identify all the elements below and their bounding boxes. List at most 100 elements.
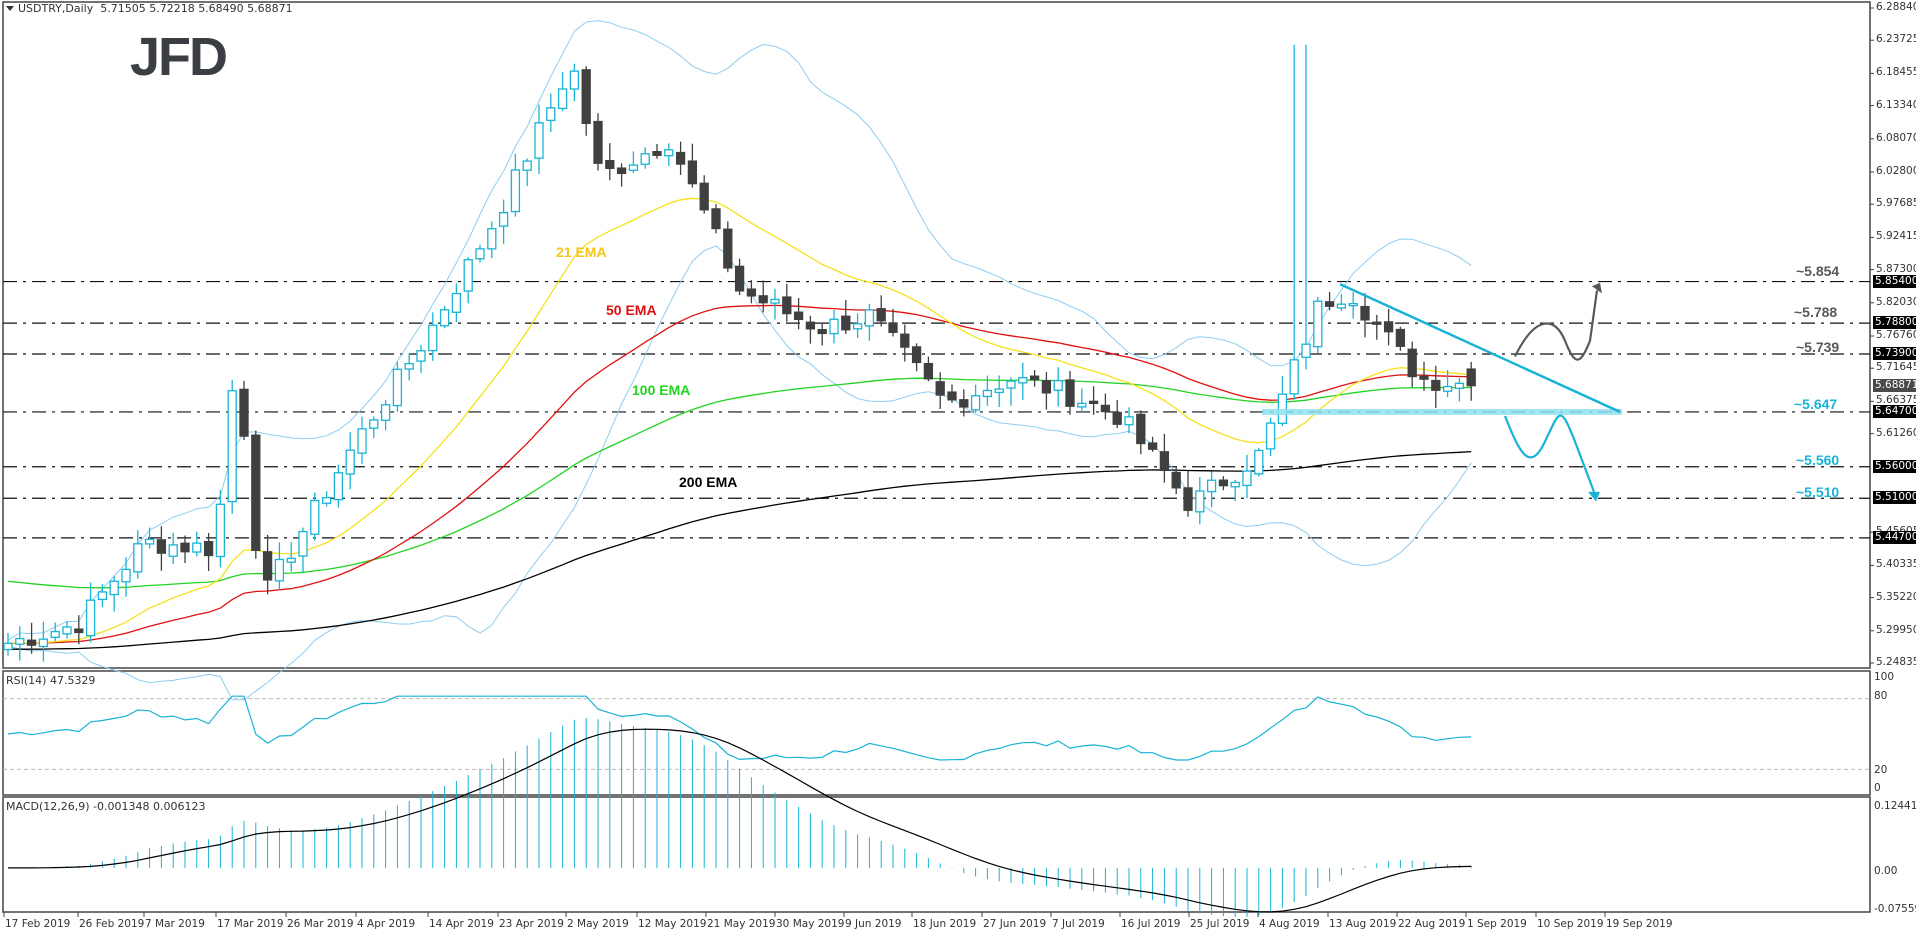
support-zone-band xyxy=(1262,408,1622,415)
bullish-candle xyxy=(569,70,580,90)
bullish-candle xyxy=(1018,377,1028,384)
bearish-scenario-arrow xyxy=(1503,414,1596,493)
bullish-candle xyxy=(369,419,379,429)
price-axis-label: 5.66375 xyxy=(1876,394,1916,407)
bullish-candle xyxy=(1053,379,1063,391)
bullish-candle xyxy=(1077,402,1087,408)
bearish-candle xyxy=(900,333,910,348)
bullish-candle xyxy=(1206,479,1217,493)
bearish-candle xyxy=(947,391,957,401)
price-box-l5447: 5.44700 xyxy=(1873,530,1916,544)
price-axis-label: 5.24835 xyxy=(1876,656,1916,668)
bearish-candle xyxy=(1218,479,1229,487)
bearish-candle xyxy=(817,329,827,335)
date-axis-label: 2 May 2019 xyxy=(567,918,629,930)
bearish-candle xyxy=(652,151,662,156)
bearish-candle xyxy=(1100,404,1111,413)
ema200-label: 200 EMA xyxy=(679,474,738,490)
date-axis-label: 27 Jun 2019 xyxy=(983,918,1047,930)
price-axis-label: 5.61260 xyxy=(1876,426,1916,439)
date-axis-label: 16 Jul 2019 xyxy=(1121,918,1181,930)
bullish-candle xyxy=(416,350,426,362)
bearish-candle xyxy=(935,381,945,396)
bullish-arrowhead-icon xyxy=(1592,282,1602,294)
bullish-candle xyxy=(864,309,875,327)
price-panel-frame xyxy=(2,1,1871,669)
bullish-candle xyxy=(85,599,96,637)
bullish-candle xyxy=(404,362,414,370)
bearish-candle xyxy=(616,167,627,175)
date-axis-label: 14 Apr 2019 xyxy=(429,918,494,930)
bullish-candle xyxy=(1124,416,1134,426)
bearish-candle xyxy=(1065,379,1075,407)
bearish-candle xyxy=(593,120,603,164)
bearish-candle xyxy=(581,69,591,124)
price-axis-label: 5.92415 xyxy=(1876,230,1916,243)
bollinger-upper-band xyxy=(7,20,1472,641)
bearish-candle xyxy=(1041,380,1052,394)
bullish-candle xyxy=(215,503,226,558)
bearish-candle xyxy=(675,151,686,165)
bullish-candle xyxy=(345,449,355,475)
bullish-candle xyxy=(1242,470,1252,487)
level-label-5854: ~5.854 xyxy=(1796,263,1840,279)
bearish-candle xyxy=(1029,375,1040,381)
price-axis-label: 5.71645 xyxy=(1876,361,1916,374)
bullish-candle xyxy=(852,323,863,330)
bullish-candle xyxy=(97,591,108,601)
level-label-5739: ~5.739 xyxy=(1796,339,1840,355)
date-axis-label: 9 Jun 2019 xyxy=(845,918,902,930)
date-axis-label: 17 Mar 2019 xyxy=(217,918,284,930)
bullish-candle xyxy=(192,542,202,553)
macd-panel-frame xyxy=(2,796,1871,913)
price-box-l5854: 5.85400 xyxy=(1873,274,1916,288)
price-axis-label: 5.40335 xyxy=(1876,558,1916,571)
bullish-candle xyxy=(50,630,60,638)
bullish-candle xyxy=(144,538,155,545)
bullish-candle xyxy=(333,472,344,501)
ohlc-values: 5.71505 5.72218 5.68490 5.68871 xyxy=(100,2,293,15)
date-axis-label: 22 Aug 2019 xyxy=(1398,918,1466,930)
bullish-candle xyxy=(321,496,332,504)
bearish-candle xyxy=(1324,301,1335,307)
bullish-candle xyxy=(168,544,178,557)
rsi-line xyxy=(7,695,1472,761)
bullish-candle xyxy=(451,292,462,313)
price-axis-label: 6.18455 xyxy=(1876,66,1916,79)
bearish-candle xyxy=(1407,348,1417,378)
bullish-candle xyxy=(534,122,544,159)
collapse-triangle-icon[interactable] xyxy=(6,6,14,11)
bullish-candle xyxy=(1265,422,1276,450)
bearish-candle xyxy=(782,296,792,315)
date-axis-label: 4 Apr 2019 xyxy=(357,918,416,930)
bearish-candle xyxy=(1431,379,1441,391)
bullish-candle xyxy=(133,543,143,573)
ema21-label: 21 EMA xyxy=(556,244,607,260)
bullish-candle xyxy=(310,499,320,535)
bullish-candle xyxy=(62,626,72,635)
bullish-candle xyxy=(1442,385,1453,392)
price-box-l5510: 5.51000 xyxy=(1873,491,1916,505)
bearish-candle xyxy=(746,288,757,297)
macd-axis-bottom: -0.075594 xyxy=(1874,903,1916,915)
price-axis-label: 5.87300 xyxy=(1876,262,1916,275)
bullish-candle xyxy=(439,309,450,327)
date-axis-label: 10 Sep 2019 xyxy=(1537,918,1604,930)
bearish-candle xyxy=(1360,305,1370,321)
bearish-candle xyxy=(74,628,84,634)
ema100-line xyxy=(7,377,1472,589)
ema50-line xyxy=(7,304,1472,644)
bullish-candle xyxy=(1277,393,1288,424)
bearish-candle xyxy=(911,346,922,364)
bearish-candle xyxy=(1088,400,1099,405)
price-axis-label: 6.13340 xyxy=(1876,98,1916,111)
bearish-candle xyxy=(203,540,214,557)
bullish-candle xyxy=(475,248,485,260)
date-axis-label: 23 Apr 2019 xyxy=(499,918,564,930)
price-axis-label: 6.28840 xyxy=(1876,1,1916,13)
bullish-candle xyxy=(428,324,438,352)
rsi-axis-0: 0 xyxy=(1874,782,1881,794)
date-axis-label: 13 Aug 2019 xyxy=(1329,918,1397,930)
